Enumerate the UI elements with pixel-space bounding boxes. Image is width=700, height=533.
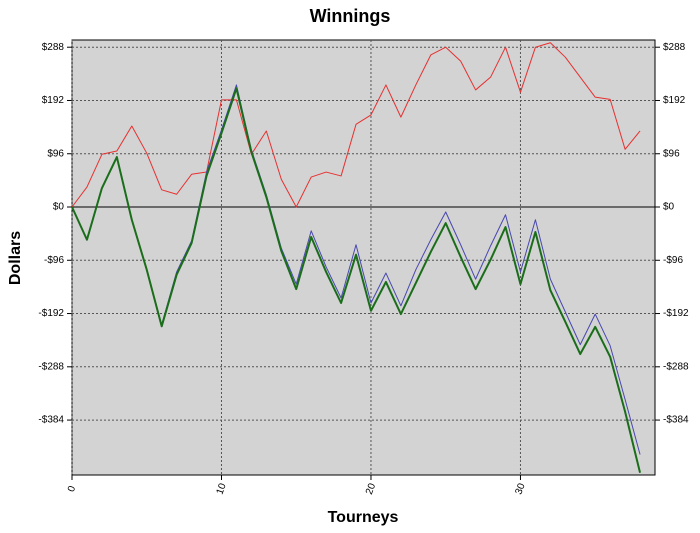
chart-title: Winnings bbox=[310, 6, 391, 26]
y-tick-label: $0 bbox=[53, 202, 65, 213]
line-series bbox=[71, 42, 641, 208]
x-axis-title: Tourneys bbox=[328, 509, 399, 526]
y-tick-label: -$384 bbox=[38, 415, 64, 426]
x-tick-label: 30 bbox=[514, 482, 528, 497]
y2-tick-label: $96 bbox=[663, 148, 680, 159]
y-tick-label: $192 bbox=[42, 95, 65, 106]
y2-tick-label: -$288 bbox=[663, 361, 689, 372]
y-axis-title: Dollars bbox=[7, 231, 24, 285]
y2-tick-label: -$96 bbox=[663, 255, 683, 266]
y2-tick-label: -$192 bbox=[663, 308, 689, 319]
x-tick-label: 0 bbox=[66, 484, 78, 493]
x-tick-label: 10 bbox=[215, 482, 229, 497]
line-series bbox=[71, 87, 642, 474]
y2-tick-label: -$384 bbox=[663, 415, 689, 426]
plot-area bbox=[71, 39, 656, 476]
y2-tick-label: $192 bbox=[663, 95, 686, 106]
y-tick-label: $96 bbox=[47, 148, 64, 159]
y2-tick-label: $0 bbox=[663, 202, 675, 213]
y-tick-label: -$192 bbox=[38, 308, 64, 319]
x-tick-label: 20 bbox=[364, 482, 378, 497]
y-tick-label: -$96 bbox=[44, 255, 64, 266]
y2-tick-label: $288 bbox=[663, 42, 686, 53]
y-tick-label: $288 bbox=[42, 42, 65, 53]
y-tick-label: -$288 bbox=[38, 361, 64, 372]
